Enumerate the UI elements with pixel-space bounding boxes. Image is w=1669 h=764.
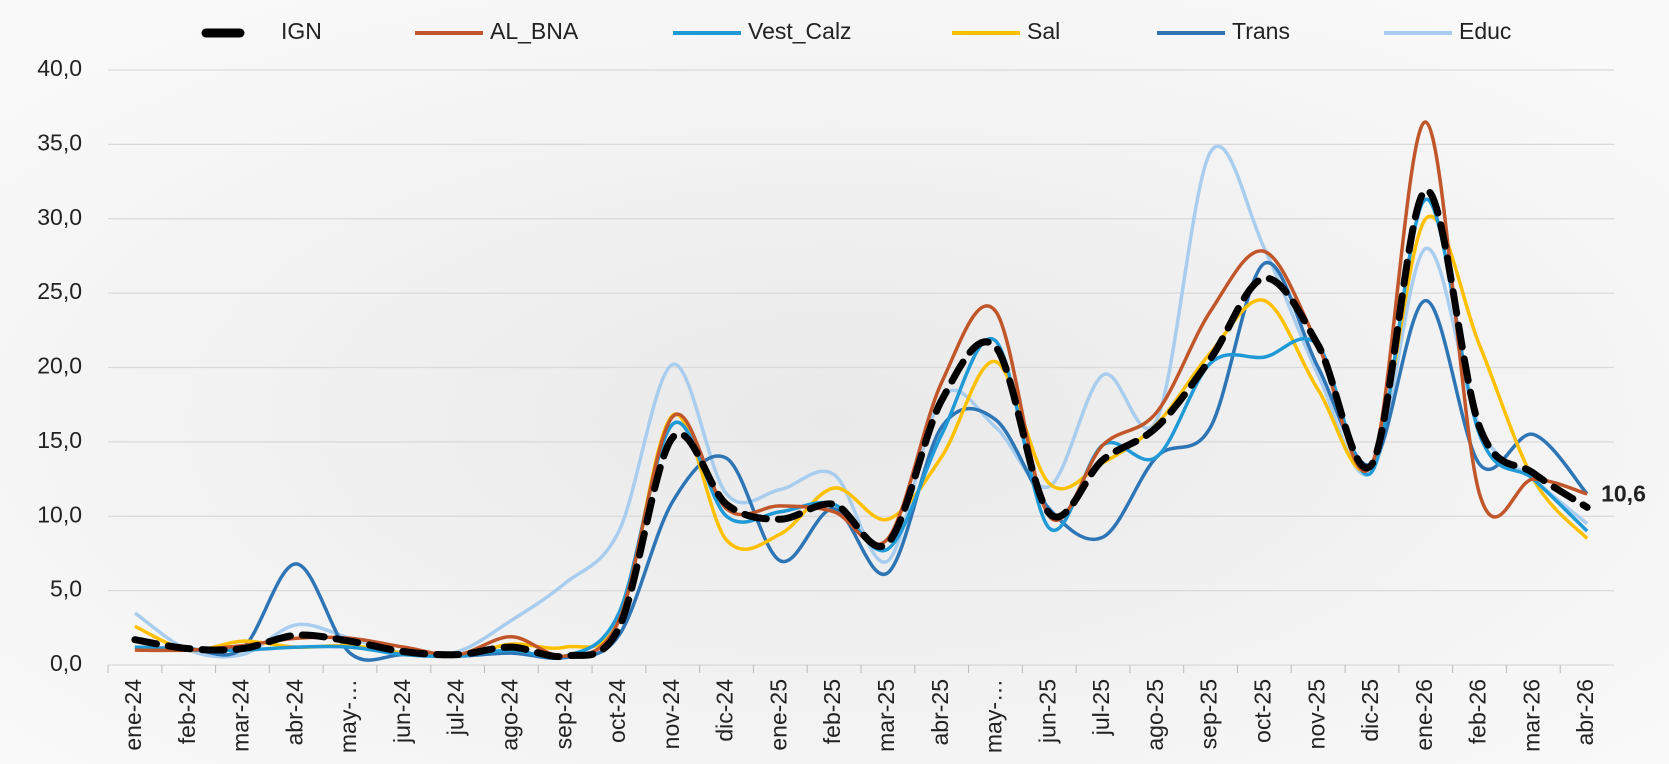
y-tick-label: 35,0: [37, 129, 82, 155]
y-tick-label: 25,0: [37, 278, 82, 304]
x-tick-label: dic-25: [1357, 679, 1383, 742]
x-tick-label: ene-26: [1411, 679, 1437, 751]
x-tick-label: sep-25: [1196, 679, 1222, 749]
legend-label: Trans: [1232, 18, 1290, 44]
x-tick-label: nov-24: [658, 679, 684, 750]
x-tick-label: nov-25: [1303, 679, 1329, 749]
data-label: 10,6: [1601, 480, 1646, 506]
x-tick-label: feb-25: [819, 679, 845, 744]
x-tick-label: jul-25: [1088, 679, 1114, 736]
x-tick-label: abr-26: [1572, 679, 1598, 745]
x-tick-label: mar-24: [228, 679, 254, 752]
y-tick-label: 0,0: [50, 650, 82, 676]
x-tick-label: mar-25: [873, 679, 899, 752]
x-tick-label: ago-25: [1142, 679, 1168, 751]
x-tick-label: dic-24: [712, 679, 738, 742]
x-tick-label: ago-24: [496, 679, 522, 751]
x-tick-label: abr-24: [281, 679, 307, 746]
legend-label: Sal: [1027, 18, 1060, 44]
y-tick-label: 30,0: [37, 204, 82, 230]
x-tick-label: ene-24: [120, 679, 146, 751]
y-tick-label: 20,0: [37, 353, 82, 379]
y-tick-label: 15,0: [37, 427, 82, 453]
y-tick-label: 5,0: [50, 576, 82, 602]
x-tick-label: may-…: [981, 679, 1007, 753]
x-tick-label: jun-25: [1034, 679, 1060, 744]
x-tick-label: oct-24: [604, 679, 630, 743]
y-tick-label: 40,0: [37, 55, 82, 81]
legend-label: IGN: [281, 18, 322, 44]
legend-label: Educ: [1459, 18, 1511, 44]
x-tick-label: ene-25: [765, 679, 791, 751]
legend-label: AL_BNA: [490, 18, 579, 44]
x-tick-label: abr-25: [927, 679, 953, 745]
x-tick-label: jul-24: [443, 679, 469, 736]
y-tick-label: 10,0: [37, 501, 82, 527]
x-tick-label: sep-24: [550, 679, 576, 750]
x-tick-label: jun-24: [389, 679, 415, 744]
x-tick-label: mar-26: [1518, 679, 1544, 752]
legend-label: Vest_Calz: [748, 18, 852, 44]
x-tick-label: oct-25: [1249, 679, 1275, 743]
line-series: [131, 187, 1591, 661]
x-tick-label: may-…: [335, 679, 361, 753]
x-tick-label: feb-24: [174, 679, 200, 744]
x-tick-label: feb-26: [1465, 679, 1491, 744]
